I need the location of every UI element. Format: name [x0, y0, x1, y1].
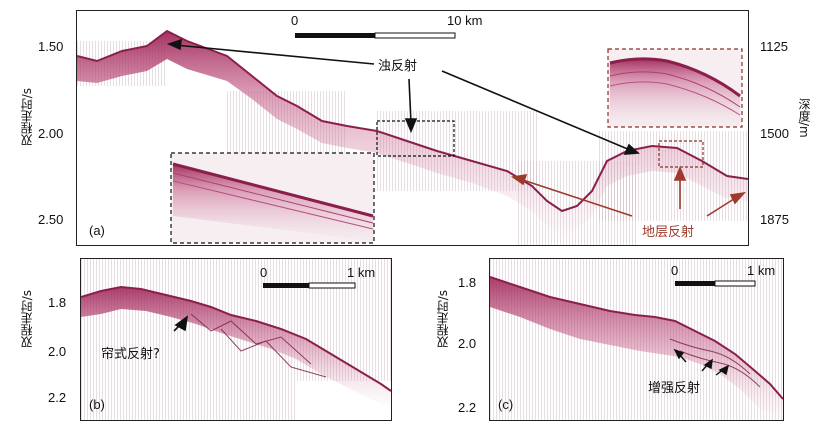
panel-a-scalebar-end: 10 km — [447, 13, 483, 28]
panel-a-tick-150: 1.50 — [38, 39, 64, 54]
panel-a-tick-200: 2.00 — [38, 126, 64, 141]
panel-c-scalebar-start: 0 — [671, 263, 679, 278]
panel-c-scalebar — [675, 280, 756, 287]
panel-a-y-right-label: 深度/m — [797, 98, 811, 138]
panel-c-seismic-section: 0 1 km 增强反射 (c) — [489, 258, 784, 421]
annotation-curtain-reflection: 帘式反射? — [101, 347, 160, 362]
panel-b-scalebar — [263, 282, 356, 289]
annotation-strata-reflection: 地层反射 — [642, 225, 695, 240]
panel-b-scalebar-end: 1 km — [347, 265, 376, 280]
panel-b-tick-22: 2.2 — [48, 390, 67, 405]
panel-a-scalebar — [295, 32, 456, 39]
panel-b-seismic-section: 0 1 km 帘式反射? (b) — [80, 258, 392, 421]
panel-c-y-label: 双程走时/s — [436, 290, 450, 349]
panel-c-tick-18: 1.8 — [458, 275, 477, 290]
panel-b-tick-18: 1.8 — [48, 295, 67, 310]
panel-a-depth-1500: 1500 — [760, 126, 789, 141]
annotation-enhanced-reflection: 增强反射 — [648, 381, 701, 396]
panel-b-y-label: 双程走时/s — [20, 290, 34, 349]
panel-c-tick-22: 2.2 — [458, 400, 477, 415]
panel-b-letter: (b) — [89, 397, 105, 412]
panel-a-seismic-section: 0 10 km 浊反射 地层反射 (a) — [76, 10, 749, 246]
panel-a-letter: (a) — [89, 223, 105, 238]
panel-c-seismic-image — [490, 259, 783, 420]
inset-box-2 — [658, 140, 704, 168]
panel-a-tick-250: 2.50 — [38, 212, 64, 227]
panel-b-scalebar-start: 0 — [260, 265, 268, 280]
panel-c-scalebar-end: 1 km — [747, 263, 776, 278]
panel-a-seismic-image — [77, 29, 748, 245]
panel-b-seismic-image — [81, 259, 391, 420]
panel-b-tick-20: 2.0 — [48, 344, 67, 359]
panel-a-scalebar-start: 0 — [291, 13, 299, 28]
panel-c-tick-20: 2.0 — [458, 336, 477, 351]
panel-c-letter: (c) — [498, 397, 514, 412]
panel-a-depth-1125: 1125 — [760, 39, 788, 54]
inset-box-1 — [376, 120, 455, 157]
panel-a-y-left-label: 双程走时/s — [20, 88, 34, 147]
panel-a-depth-1875: 1875 — [760, 212, 789, 227]
annotation-turbid-reflection: 浊反射 — [378, 59, 418, 74]
